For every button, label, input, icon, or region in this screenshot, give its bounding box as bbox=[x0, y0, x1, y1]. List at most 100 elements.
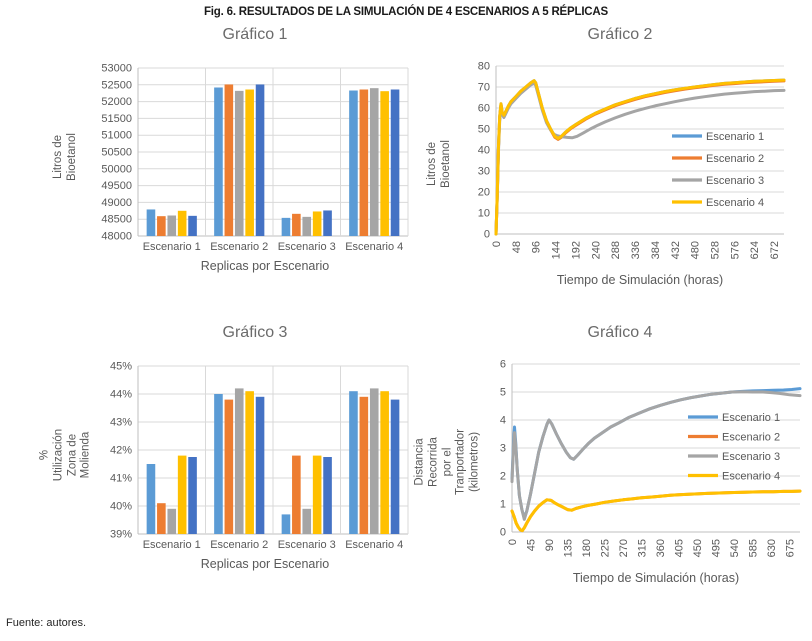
x-tick-label: 336 bbox=[630, 241, 642, 259]
y-tick-label: 50500 bbox=[101, 147, 132, 159]
bar bbox=[359, 396, 369, 534]
y-tick-label: 40% bbox=[110, 501, 132, 513]
y-tick-label: 70 bbox=[478, 82, 490, 94]
bar bbox=[359, 89, 369, 236]
y-tick-label: 60 bbox=[478, 103, 490, 115]
x-tick-label: 432 bbox=[670, 241, 682, 259]
bar bbox=[167, 508, 177, 534]
y-tick-label: 50000 bbox=[101, 163, 132, 175]
y-tick-label: 5 bbox=[500, 387, 506, 399]
bar bbox=[292, 213, 301, 236]
chart-grafico-4: Gráfico 4 Distancia Recorrida por el Tra… bbox=[414, 324, 810, 616]
bar bbox=[224, 399, 234, 534]
bar bbox=[177, 455, 187, 534]
y-tick-label: 40 bbox=[478, 145, 490, 157]
chart-2-title: Gráfico 2 bbox=[587, 26, 653, 43]
bar bbox=[234, 388, 244, 534]
x-tick-label: 495 bbox=[711, 539, 723, 557]
chart-3-plot: 39% 40% 41% 42% 43% 44% 45% Escenario 1 Escenari… bbox=[110, 361, 409, 551]
chart-1-plot: 48000 48500 49000 49500 50000 50500 51000 51500… bbox=[101, 63, 409, 253]
x-category-label: Escenario 1 bbox=[143, 241, 201, 253]
x-tick-label: 144 bbox=[551, 241, 563, 259]
x-category-label: Escenario 4 bbox=[345, 539, 403, 551]
bar bbox=[312, 211, 322, 236]
chart-3-y-axis-label: % Utilización Zona de Molienda bbox=[38, 428, 92, 482]
y-tick-label: 43% bbox=[110, 417, 132, 429]
y-tick-label: 44% bbox=[110, 389, 132, 401]
y-tick-label: 1 bbox=[500, 499, 506, 511]
x-tick-label: 90 bbox=[544, 539, 556, 551]
bar bbox=[380, 91, 389, 237]
x-tick-label: 405 bbox=[674, 539, 686, 557]
y-tick-label: 52000 bbox=[101, 96, 132, 108]
x-tick-label: 0 bbox=[507, 539, 519, 545]
chart-1-title: Gráfico 1 bbox=[222, 26, 288, 43]
bar bbox=[245, 89, 254, 236]
y-tick-label: 30 bbox=[478, 166, 490, 178]
x-tick-label: 576 bbox=[729, 241, 741, 259]
legend-label: Escenario 4 bbox=[706, 197, 764, 209]
bar bbox=[302, 216, 312, 236]
chart-2-x-axis-label: Tiempo de Simulación (horas) bbox=[556, 273, 724, 287]
y-tick-label: 49500 bbox=[101, 180, 132, 192]
bar bbox=[349, 391, 358, 534]
y-tick-label: 48500 bbox=[101, 214, 132, 226]
x-tick-label: 450 bbox=[692, 539, 704, 557]
x-tick-label: 624 bbox=[749, 241, 761, 259]
bar bbox=[157, 216, 166, 236]
y-tick-label: 0 bbox=[484, 229, 490, 241]
chart-grafico-1: Gráfico 1 Litros de Bioetanol 48000 48500… bbox=[52, 26, 418, 318]
y-tick-label: 10 bbox=[478, 208, 490, 220]
bar bbox=[146, 464, 156, 534]
y-tick-label: 0 bbox=[500, 527, 506, 539]
x-tick-label: 384 bbox=[650, 241, 662, 259]
x-tick-label: 630 bbox=[766, 539, 778, 557]
legend-label: Escenario 4 bbox=[722, 470, 780, 482]
x-tick-label: 528 bbox=[709, 241, 721, 259]
y-tick-label: 53000 bbox=[101, 63, 132, 75]
legend-label: Escenario 1 bbox=[706, 131, 764, 143]
x-tick-label: 480 bbox=[690, 241, 702, 259]
source-note: Fuente: autores. bbox=[6, 617, 87, 629]
figure-title: Fig. 6. RESULTADOS DE LA SIMULACIÓN DE 4… bbox=[203, 6, 608, 18]
bar bbox=[281, 514, 291, 534]
bar bbox=[255, 396, 265, 534]
y-tick-label: 51000 bbox=[101, 130, 132, 142]
x-tick-label: 180 bbox=[581, 539, 593, 557]
legend-label: Escenario 2 bbox=[706, 153, 764, 165]
x-tick-label: 360 bbox=[655, 539, 667, 557]
legend-label: Escenario 3 bbox=[722, 451, 780, 463]
bar bbox=[188, 215, 197, 236]
line-series bbox=[510, 489, 802, 533]
bar bbox=[214, 87, 223, 237]
x-category-label: Escenario 4 bbox=[345, 241, 403, 253]
y-tick-label: 20 bbox=[478, 187, 490, 199]
y-tick-label: 50 bbox=[478, 124, 490, 136]
x-category-label: Escenario 2 bbox=[210, 241, 268, 253]
y-tick-label: 48000 bbox=[101, 231, 132, 243]
y-tick-label: 80 bbox=[478, 61, 490, 73]
y-tick-label: 39% bbox=[110, 529, 132, 541]
y-tick-label: 4 bbox=[500, 415, 506, 427]
bar bbox=[369, 388, 379, 534]
y-tick-label: 45% bbox=[110, 361, 132, 373]
y-tick-label: 52500 bbox=[101, 79, 132, 91]
legend-label: Escenario 1 bbox=[722, 412, 780, 424]
chart-grafico-3: Gráfico 3 % Utilización Zona de Molienda… bbox=[38, 324, 418, 616]
x-tick-label: 45 bbox=[526, 539, 538, 551]
y-tick-label: 3 bbox=[500, 443, 506, 455]
x-tick-label: 48 bbox=[511, 241, 523, 253]
line-series bbox=[510, 390, 802, 521]
x-tick-label: 288 bbox=[610, 241, 622, 259]
x-tick-label: 192 bbox=[570, 241, 582, 259]
bar bbox=[349, 90, 358, 236]
bar bbox=[177, 210, 187, 236]
x-category-label: Escenario 1 bbox=[143, 539, 201, 551]
x-tick-label: 315 bbox=[637, 539, 649, 557]
x-tick-label: 225 bbox=[600, 539, 612, 557]
bar bbox=[281, 217, 291, 236]
chart-4-title: Gráfico 4 bbox=[587, 324, 653, 341]
chart-4-x-axis-label: Tiempo de Simulación (horas) bbox=[572, 571, 740, 585]
x-tick-label: 96 bbox=[531, 241, 543, 253]
